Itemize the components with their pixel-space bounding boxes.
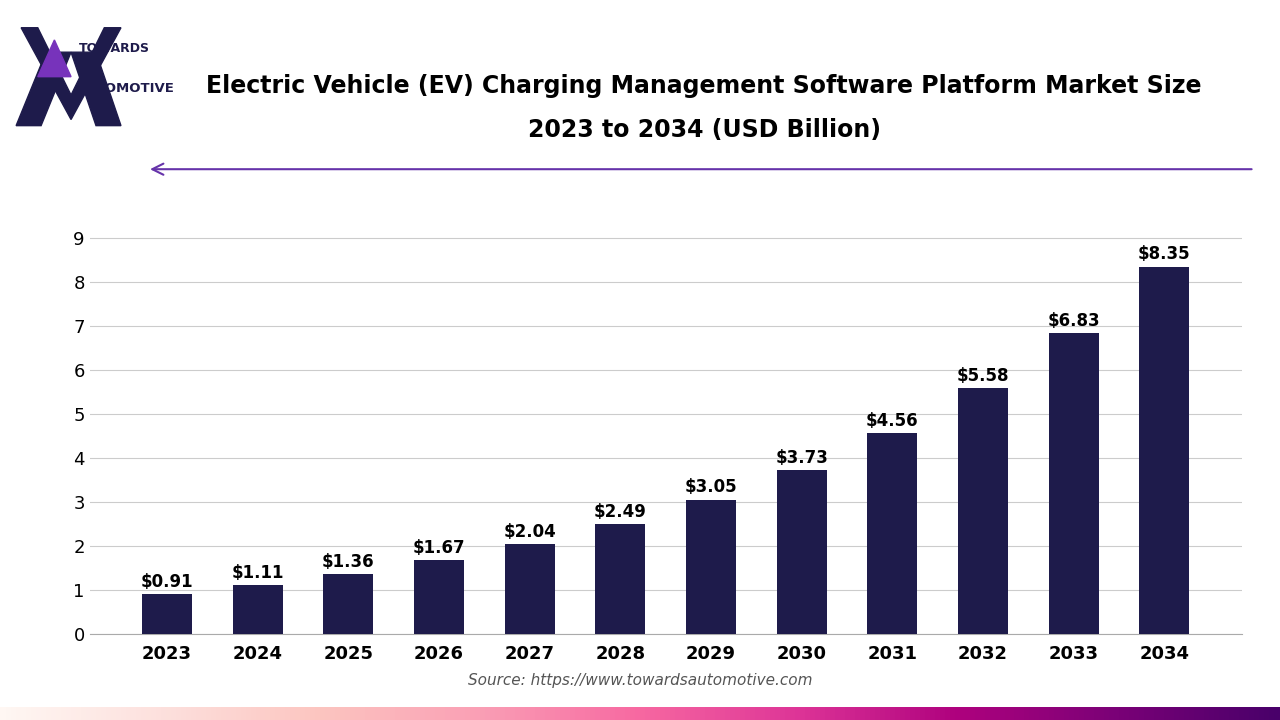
Text: $2.49: $2.49 xyxy=(594,503,646,521)
Bar xyxy=(142,593,192,634)
Bar xyxy=(413,560,463,634)
Text: AUTOMOTIVE: AUTOMOTIVE xyxy=(76,82,175,96)
Bar xyxy=(324,574,374,634)
Bar xyxy=(504,544,554,634)
Text: $8.35: $8.35 xyxy=(1138,246,1190,264)
Text: TOWARDS: TOWARDS xyxy=(79,42,150,55)
Text: $3.73: $3.73 xyxy=(776,449,828,467)
Bar xyxy=(686,500,736,634)
Text: $4.56: $4.56 xyxy=(867,412,919,430)
Polygon shape xyxy=(72,52,120,125)
Bar xyxy=(1048,333,1098,634)
Text: $1.36: $1.36 xyxy=(323,553,375,571)
Text: Source: https://www.towardsautomotive.com: Source: https://www.towardsautomotive.co… xyxy=(467,673,813,688)
Bar xyxy=(777,469,827,634)
Text: $6.83: $6.83 xyxy=(1047,312,1100,330)
Bar xyxy=(595,524,645,634)
Text: $2.04: $2.04 xyxy=(503,523,556,541)
Text: 2023 to 2034 (USD Billion): 2023 to 2034 (USD Billion) xyxy=(527,117,881,142)
Polygon shape xyxy=(38,40,72,76)
Bar xyxy=(1139,266,1189,634)
Text: $0.91: $0.91 xyxy=(141,572,193,590)
Bar xyxy=(957,388,1007,634)
Bar xyxy=(233,585,283,634)
Bar xyxy=(868,433,918,634)
Polygon shape xyxy=(20,27,120,120)
Text: Electric Vehicle (EV) Charging Management Software Platform Market Size: Electric Vehicle (EV) Charging Managemen… xyxy=(206,74,1202,99)
Text: $5.58: $5.58 xyxy=(956,367,1009,385)
Polygon shape xyxy=(17,52,72,125)
Text: $1.11: $1.11 xyxy=(232,564,284,582)
Text: $3.05: $3.05 xyxy=(685,479,737,497)
Text: $1.67: $1.67 xyxy=(412,539,465,557)
